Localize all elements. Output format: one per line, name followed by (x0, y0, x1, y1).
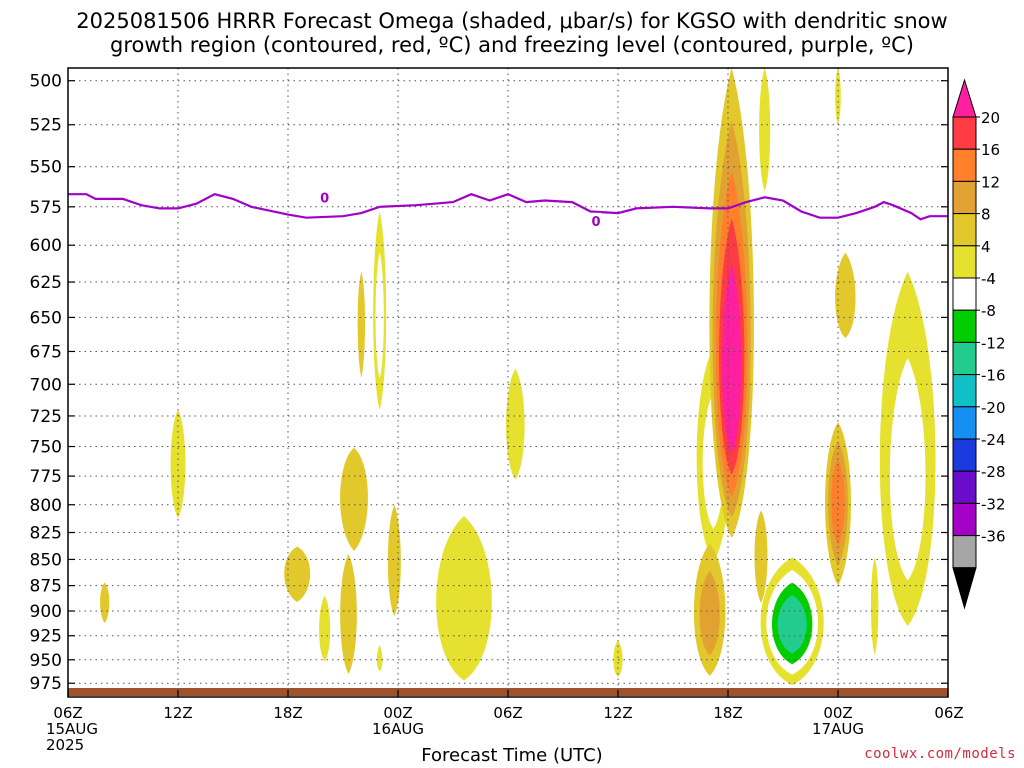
colorbar-label: 8 (981, 206, 991, 224)
colorbar-segment (952, 341, 977, 376)
omega-contour (100, 582, 110, 623)
colorbar-label: -28 (981, 463, 1006, 481)
colorbar-label: -20 (981, 399, 1006, 417)
colorbar-bottom-arrow (952, 567, 977, 610)
y-tick-label: 875 (30, 577, 62, 597)
colorbar-segment (952, 180, 977, 215)
colorbar-label: -4 (981, 270, 996, 288)
colorbar-top-arrow (952, 78, 977, 118)
x-tick-label: 18Z (273, 704, 302, 722)
omega-contour (754, 510, 768, 603)
colorbar-segment (952, 406, 977, 440)
omega-contour (357, 271, 366, 378)
colorbar-label: 20 (981, 109, 1000, 127)
x-tick-label: 15AUG (46, 720, 98, 738)
colorbar-segment (952, 502, 977, 537)
y-tick-label: 850 (30, 550, 62, 570)
omega-contour (722, 263, 742, 453)
y-tick-label: 600 (30, 236, 62, 256)
chart-title-line-2: growth region (contoured, red, ºC) and f… (110, 33, 914, 57)
colorbar-segment (952, 438, 977, 472)
colorbar-label: -16 (981, 367, 1006, 385)
omega-contour (376, 645, 383, 672)
freezing-level-label: 0 (591, 215, 600, 230)
y-tick-label: 625 (30, 273, 62, 293)
omega-contour (759, 68, 771, 191)
x-tick-label: 2025 (46, 736, 84, 754)
y-tick-label: 550 (30, 158, 62, 178)
y-tick-label: 900 (30, 602, 62, 622)
y-tick-label: 725 (30, 407, 62, 427)
omega-contour (340, 447, 368, 551)
colorbar-segment (952, 277, 977, 311)
x-tick-label: 12Z (603, 704, 632, 722)
colorbar-label: -12 (981, 334, 1006, 352)
pressure-axis: 500 525 550 575 600 625 650 675 700 725 750 775 800 8… (30, 72, 948, 694)
x-tick-label: 00Z (383, 704, 412, 722)
credit-link[interactable]: coolwx.com/models (864, 746, 1016, 762)
colorbar-segment (952, 374, 977, 408)
omega-contour (340, 554, 357, 674)
colorbar-label: 12 (981, 173, 1000, 191)
colorbar-segment (952, 116, 977, 150)
omega-contour (613, 640, 623, 677)
x-tick-label: 06Z (53, 704, 82, 722)
colorbar-segment (952, 470, 977, 504)
y-tick-label: 700 (30, 375, 62, 395)
y-tick-label: 750 (30, 438, 62, 458)
x-tick-label: 06Z (493, 704, 522, 722)
y-tick-label: 925 (30, 627, 62, 647)
freezing-level-label: 0 (320, 191, 329, 206)
y-tick-label: 950 (30, 651, 62, 671)
colorbar-label: 4 (981, 238, 991, 256)
contour-label-bg (591, 212, 601, 228)
omega-contour (699, 570, 720, 656)
x-tick-label: 00Z (823, 704, 852, 722)
plot-area: 00 (67, 67, 949, 698)
colorbar-segment (952, 148, 977, 182)
colorbar-segment (952, 309, 977, 343)
colorbar-segment (952, 245, 977, 279)
y-tick-label: 975 (30, 674, 62, 694)
x-tick-label: 12Z (163, 704, 192, 722)
x-tick-label: 06Z (934, 704, 963, 722)
y-tick-label: 500 (30, 72, 62, 92)
colorbar-label: -8 (981, 302, 996, 320)
x-tick-label: 17AUG (812, 720, 864, 738)
omega-contour (284, 546, 311, 602)
omega-contour (889, 358, 926, 581)
freezing-level-line (68, 193, 948, 221)
omega-contour (387, 504, 401, 617)
omega-contour (506, 368, 525, 480)
omega-contour (170, 409, 186, 519)
x-axis-title: Forecast Time (UTC) (421, 745, 603, 766)
colorbar-label: -36 (981, 528, 1006, 546)
omega-colorbar: 20 16 12 8 4 -4 -8 -12 -16 -20 -24 -28 -32 -36 (952, 78, 1006, 610)
omega-contour (436, 515, 492, 681)
chart-title-line-1: 2025081506 HRRR Forecast Omega (shaded, … (76, 9, 948, 33)
x-tick-label: 18Z (713, 704, 742, 722)
y-tick-label: 675 (30, 342, 62, 362)
y-tick-label: 775 (30, 467, 62, 487)
omega-contour (777, 595, 807, 654)
y-tick-label: 800 (30, 496, 62, 516)
y-tick-label: 575 (30, 198, 62, 218)
omega-contour (870, 557, 879, 656)
y-tick-label: 825 (30, 524, 62, 544)
colorbar-label: -24 (981, 431, 1006, 449)
omega-contour (835, 252, 856, 339)
omega-contour (375, 252, 384, 379)
colorbar-label: -32 (981, 495, 1006, 513)
y-tick-label: 650 (30, 308, 62, 328)
colorbar-segment (952, 213, 977, 247)
y-tick-label: 525 (30, 116, 62, 136)
contour-label-bg (319, 189, 330, 205)
colorbar-segment (952, 535, 977, 569)
omega-contour (319, 595, 331, 662)
x-tick-label: 16AUG (372, 720, 424, 738)
colorbar-label: 16 (981, 141, 1000, 159)
